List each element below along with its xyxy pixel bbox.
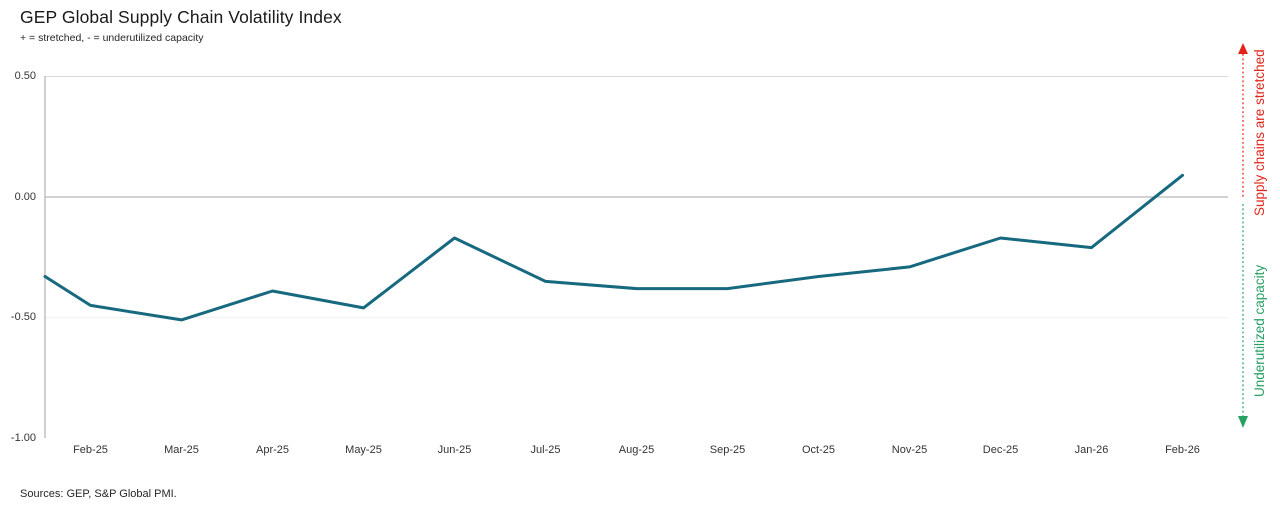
x-axis-label: Feb-25: [73, 444, 108, 456]
x-axis-label: Dec-25: [982, 444, 1019, 456]
volatility-line: [43, 173, 1184, 322]
x-axis-label: Jun-25: [437, 444, 472, 456]
x-axis-label: Nov-25: [891, 444, 928, 456]
underutilized-label: Underutilized capacity: [1252, 264, 1267, 397]
source-note: Sources: GEP, S&P Global PMI.: [20, 488, 177, 500]
page-subtitle: + = stretched, - = underutilized capacit…: [20, 32, 204, 44]
stretched-arrow-icon: [1238, 43, 1248, 198]
y-axis-label: -1.00: [10, 431, 36, 444]
page-title: GEP Global Supply Chain Volatility Index: [20, 7, 342, 27]
x-axis-label: Mar-25: [164, 444, 199, 456]
y-axis-label: -0.50: [10, 311, 36, 323]
x-axis: Feb-25 Mar-25 Apr-25 May-25 Jun-25 Jul-25 Aug-…: [0, 444, 1280, 460]
x-axis-label: Oct-25: [801, 444, 836, 456]
x-axis-label: Sep-25: [709, 444, 746, 456]
underutilized-arrow-icon: [1238, 204, 1248, 428]
x-axis-label: Jul-25: [530, 444, 561, 456]
stretched-label: Supply chains are stretched: [1252, 49, 1267, 216]
x-axis-label: Jan-26: [1074, 444, 1109, 456]
x-axis-label: Apr-25: [255, 444, 290, 456]
x-axis-label: May-25: [345, 444, 382, 456]
y-axis-label: 0.50: [14, 70, 36, 82]
x-axis-label: Aug-25: [618, 444, 655, 456]
x-axis-label: Feb-26: [1165, 444, 1200, 456]
y-axis-label: 0.00: [14, 190, 36, 203]
